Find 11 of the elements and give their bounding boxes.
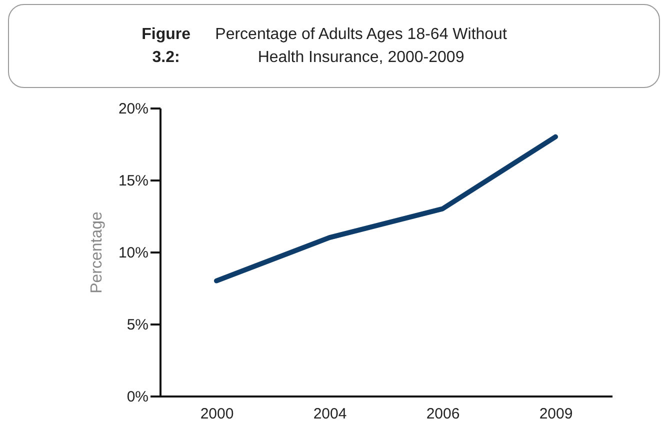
x-tick-label: 2004 xyxy=(313,406,347,422)
x-tick-label: 2000 xyxy=(200,406,234,422)
y-tick-label: 15% xyxy=(118,172,148,190)
x-tick-label: 2009 xyxy=(539,406,573,422)
y-tick-label: 20% xyxy=(118,100,148,118)
y-tick-label: 5% xyxy=(126,316,148,334)
y-axis-title: Percentage xyxy=(88,211,106,294)
y-tick-label: 0% xyxy=(126,388,148,406)
chart-title: Figure 3.2: Percentage of Adults Ages 18-64 Without Health Insurance, 2000-2009 xyxy=(142,26,507,66)
y-tick-label: 10% xyxy=(118,244,148,262)
x-tick-label: 2006 xyxy=(426,406,460,422)
